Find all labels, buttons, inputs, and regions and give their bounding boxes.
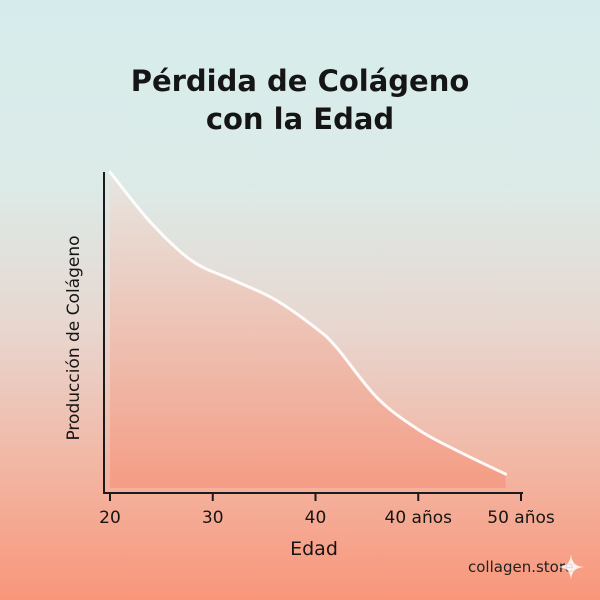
brand-label[interactable]: collagen.store <box>468 558 574 576</box>
chart-title-line-2: con la Edad <box>205 102 395 136</box>
x-tick-label-4: 50 años <box>487 508 555 528</box>
y-axis-label: Producción de Colágeno <box>64 235 84 440</box>
x-tick-label-1: 30 <box>202 508 224 528</box>
x-tick-label-3: 40 años <box>385 508 453 528</box>
collagen-curve <box>108 170 508 476</box>
x-tick-label-0: 20 <box>99 508 121 528</box>
x-tick-label-2: 40 <box>305 508 327 528</box>
collagen-area <box>110 172 506 488</box>
chart-title-line-1: Pérdida de Colágeno <box>130 64 470 98</box>
sparkle-icon <box>558 554 584 580</box>
x-axis-label: Edad <box>290 538 338 560</box>
